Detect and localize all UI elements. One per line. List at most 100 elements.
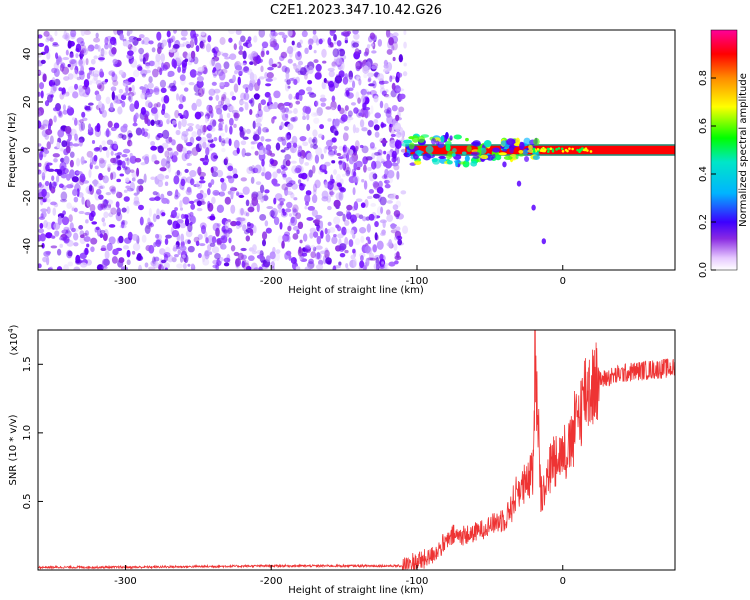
noise-speckle: [396, 213, 404, 220]
noise-speckle: [326, 180, 334, 191]
noise-speckle: [264, 171, 272, 181]
signal-blob: [466, 145, 472, 152]
noise-speckle: [365, 156, 369, 162]
noise-speckle: [379, 253, 384, 261]
noise-speckle: [196, 75, 204, 82]
noise-speckle: [292, 63, 297, 67]
noise-speckle: [189, 221, 193, 226]
noise-speckle: [377, 194, 382, 203]
noise-speckle: [182, 110, 187, 119]
noise-speckle: [49, 266, 54, 270]
noise-speckle: [79, 173, 86, 183]
noise-speckle: [391, 82, 396, 91]
noise-speckle: [42, 73, 47, 83]
noise-speckle: [337, 233, 344, 239]
noise-speckle: [111, 71, 115, 78]
noise-speckle: [370, 105, 374, 115]
noise-speckle: [333, 149, 337, 155]
noise-speckle: [195, 124, 201, 130]
noise-speckle: [91, 221, 98, 225]
noise-speckle: [379, 254, 386, 262]
noise-speckle: [297, 50, 301, 57]
noise-speckle: [110, 150, 114, 156]
noise-speckle: [348, 239, 354, 247]
noise-speckle: [206, 104, 212, 112]
noise-speckle: [100, 50, 108, 56]
noise-speckle: [188, 200, 195, 204]
noise-speckle: [84, 105, 88, 110]
noise-speckle: [310, 244, 316, 250]
noise-speckle: [113, 30, 118, 35]
noise-speckle: [79, 178, 85, 186]
noise-speckle: [325, 257, 332, 265]
noise-speckle: [302, 115, 307, 121]
noise-speckle: [297, 60, 304, 66]
noise-speckle: [180, 30, 188, 37]
noise-speckle: [157, 145, 164, 154]
noise-speckle: [282, 211, 287, 216]
noise-speckle: [261, 263, 265, 268]
noise-speckle: [373, 263, 380, 270]
noise-speckle: [333, 34, 337, 42]
noise-speckle: [315, 214, 323, 220]
noise-speckle: [118, 109, 123, 114]
noise-speckle: [78, 225, 84, 230]
noise-speckle: [89, 105, 93, 110]
noise-speckle: [371, 160, 377, 170]
noise-speckle: [233, 83, 239, 93]
noise-speckle: [361, 127, 368, 132]
noise-speckle: [118, 69, 124, 76]
noise-speckle: [265, 255, 271, 262]
noise-speckle: [113, 122, 120, 129]
noise-speckle: [368, 83, 375, 87]
signal-band-edge: [405, 144, 675, 146]
noise-speckle: [211, 246, 220, 254]
noise-speckle: [152, 261, 160, 269]
noise-speckle: [295, 92, 300, 100]
noise-speckle: [184, 168, 189, 173]
noise-speckle: [351, 80, 356, 89]
noise-speckle: [167, 163, 172, 173]
noise-speckle: [166, 147, 173, 152]
noise-speckle: [301, 30, 308, 38]
noise-speckle: [60, 191, 68, 201]
noise-speckle: [311, 194, 318, 204]
noise-speckle: [345, 228, 351, 234]
noise-speckle: [364, 107, 371, 111]
noise-speckle: [123, 92, 129, 96]
noise-speckle: [173, 30, 177, 34]
noise-speckle: [258, 30, 266, 38]
noise-speckle: [138, 47, 145, 55]
noise-speckle: [301, 252, 308, 257]
noise-speckle: [260, 135, 265, 142]
noise-speckle: [342, 132, 349, 142]
noise-speckle: [372, 244, 377, 253]
noise-speckle: [280, 136, 286, 141]
noise-speckle: [165, 160, 171, 169]
noise-speckle: [380, 232, 386, 237]
noise-speckle: [371, 50, 377, 54]
noise-speckle: [40, 90, 44, 99]
noise-speckle: [228, 37, 233, 43]
noise-speckle: [329, 30, 335, 37]
noise-speckle: [63, 235, 70, 244]
spectrogram-plot-area: [38, 30, 675, 270]
noise-speckle: [306, 152, 313, 162]
noise-speckle: [155, 53, 161, 63]
noise-speckle: [75, 47, 80, 52]
noise-speckle: [95, 188, 102, 195]
noise-speckle: [159, 79, 167, 88]
noise-speckle: [355, 91, 360, 100]
noise-speckle: [374, 232, 378, 241]
noise-speckle: [128, 38, 135, 43]
noise-speckle: [172, 43, 180, 49]
noise-speckle: [211, 57, 216, 66]
noise-speckle: [250, 141, 255, 145]
noise-speckle: [333, 169, 337, 175]
noise-speckle: [363, 164, 367, 173]
noise-speckle: [220, 243, 227, 250]
noise-speckle: [126, 187, 134, 192]
noise-speckle: [78, 210, 85, 215]
noise-speckle: [206, 124, 213, 132]
signal-fleck: [532, 149, 536, 153]
